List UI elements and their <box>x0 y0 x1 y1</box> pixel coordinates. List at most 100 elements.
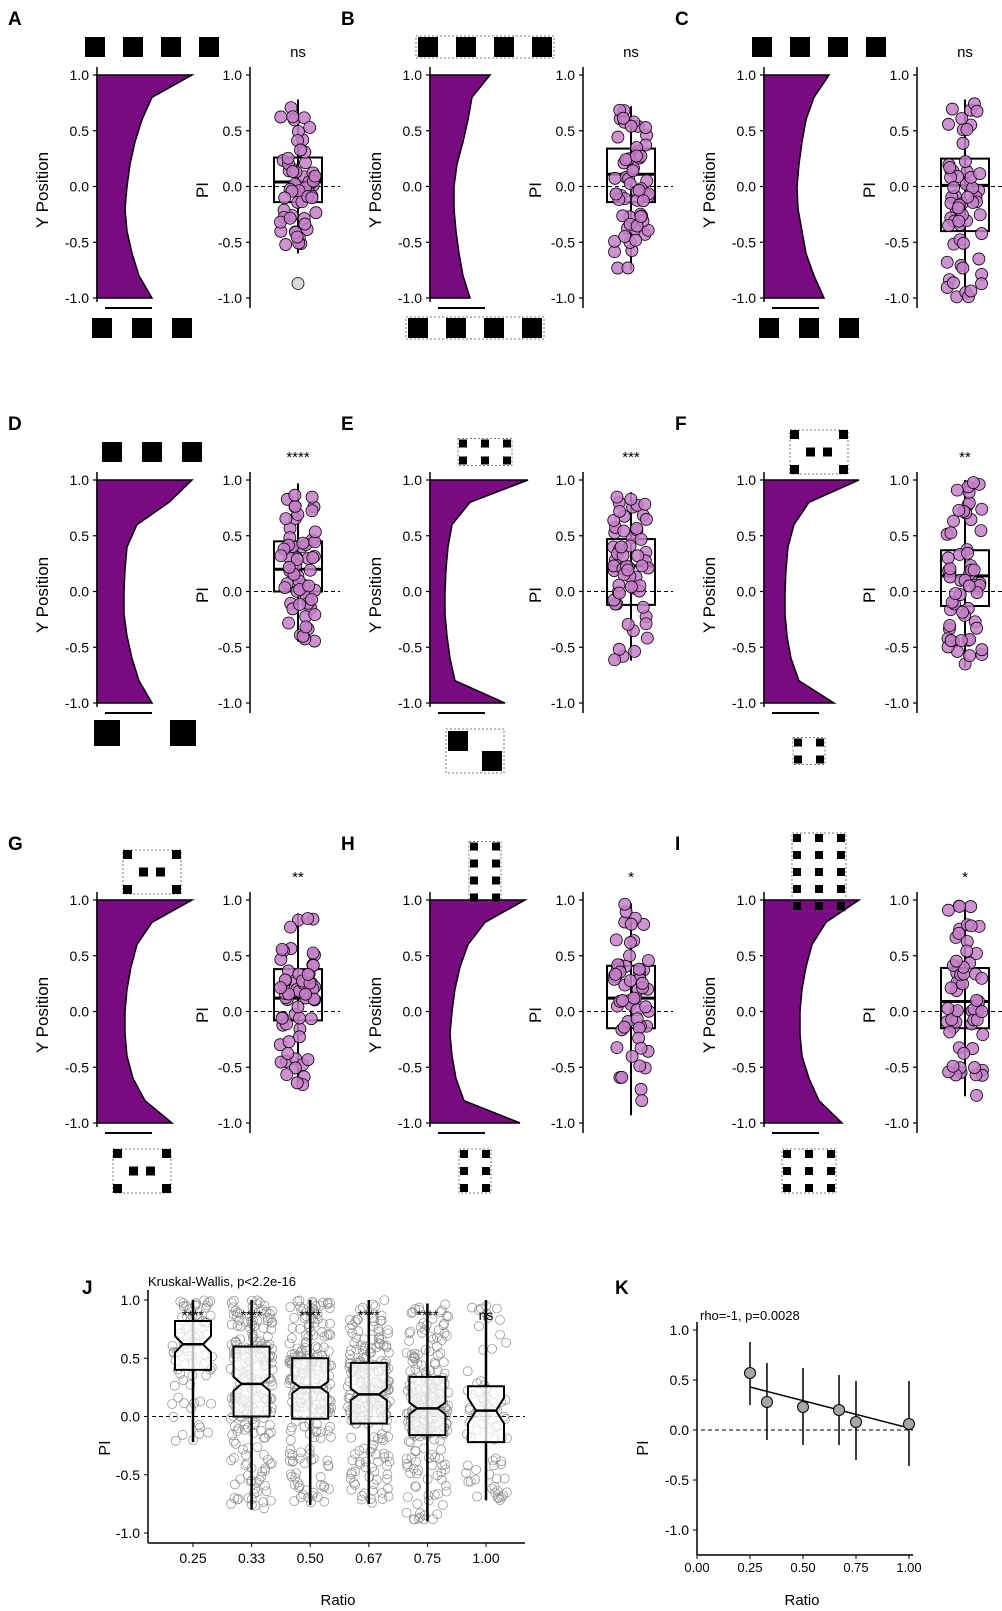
j-data-point <box>465 1476 476 1487</box>
pi-y-tick-label: -0.5 <box>218 234 242 250</box>
pi-label: PI <box>193 1007 212 1023</box>
pattern-top-square <box>503 456 511 465</box>
j-y-tick-label: 0.0 <box>121 1409 141 1425</box>
pattern-bottom-square <box>484 318 504 338</box>
panel-letter-h: H <box>341 834 355 855</box>
j-data-point <box>376 1334 387 1345</box>
j-data-point <box>432 1341 442 1351</box>
j-data-point <box>436 1444 446 1455</box>
j-data-point <box>410 1445 421 1456</box>
data-point <box>621 617 635 631</box>
j-data-point <box>258 1497 269 1508</box>
pattern-top-square <box>456 37 476 57</box>
panel-letter-i: I <box>675 834 680 855</box>
data-point <box>970 621 984 635</box>
j-data-point <box>324 1346 334 1356</box>
pattern-top-frame <box>468 841 502 903</box>
k-y-tick-label: -1.0 <box>665 1522 689 1538</box>
pi-label: PI <box>193 587 212 603</box>
data-point <box>959 155 972 168</box>
j-data-point <box>434 1453 445 1464</box>
pattern-bottom-square <box>482 1184 490 1192</box>
data-point <box>951 201 965 215</box>
j-data-point <box>296 1347 306 1358</box>
data-point <box>607 513 621 527</box>
data-point <box>624 580 638 594</box>
j-data-point <box>325 1421 335 1432</box>
data-point <box>284 920 297 934</box>
pattern-top-square <box>837 885 845 893</box>
pi-y-tick-label: 0.5 <box>556 123 576 139</box>
j-data-point <box>432 1509 443 1520</box>
j-data-point <box>229 1453 239 1463</box>
density-y-tick-label: 0.0 <box>737 1004 757 1020</box>
pi-y-tick-label: -0.5 <box>885 639 909 655</box>
significance-label: * <box>628 869 634 886</box>
pattern-bottom-square <box>482 751 502 771</box>
density-y-tick-label: 1.0 <box>737 67 757 83</box>
data-point <box>616 994 629 1007</box>
j-data-point <box>383 1325 393 1335</box>
pi-label: PI <box>860 1007 879 1023</box>
pattern-top <box>791 832 847 912</box>
pattern-bottom-frame <box>445 728 505 774</box>
density-y-tick-label: 0.0 <box>70 1004 90 1020</box>
pattern-top-square <box>470 842 478 851</box>
j-data-point <box>225 1413 236 1424</box>
j-data-point <box>346 1469 356 1480</box>
j-data-point <box>298 1303 309 1314</box>
data-point <box>290 230 304 244</box>
data-point <box>613 504 627 518</box>
data-point <box>612 586 626 600</box>
j-data-point <box>266 1427 276 1438</box>
j-data-point <box>378 1340 389 1351</box>
data-point <box>274 1055 288 1069</box>
j-data-point <box>315 1472 326 1482</box>
data-point <box>282 616 296 630</box>
data-point <box>945 102 959 116</box>
pattern-top-square <box>806 447 815 457</box>
pattern-bottom-square <box>827 1167 835 1175</box>
panels-a-to-i: A Y Position 1.0 0.5 0.0 -0.5 -1.0 PI 1.0 0.5 0.0 -… <box>8 9 1002 1194</box>
significance-label: **** <box>286 449 310 466</box>
data-point <box>279 512 293 526</box>
pi-y-tick-label: -1.0 <box>218 290 242 306</box>
data-point <box>952 503 966 517</box>
pattern-top-frame <box>122 849 182 895</box>
pattern-bottom-square <box>460 1150 468 1158</box>
density-y-tick-label: 0.5 <box>403 528 423 544</box>
density-y-tick-label: -0.5 <box>732 1059 756 1075</box>
data-point <box>970 1088 983 1102</box>
data-point <box>950 483 964 497</box>
k-x-tick-label: 1.00 <box>896 1560 921 1575</box>
j-data-point <box>405 1326 416 1337</box>
data-point <box>609 187 623 201</box>
pattern-top-square <box>492 876 500 885</box>
j-data-point <box>323 1426 334 1436</box>
data-point <box>629 233 643 247</box>
j-data-point <box>413 1465 424 1476</box>
j-data-point <box>439 1318 450 1329</box>
j-data-point <box>185 1379 196 1390</box>
density-y-tick-label: -1.0 <box>732 1115 756 1131</box>
j-data-point <box>435 1435 446 1446</box>
pattern-top-square <box>793 885 801 893</box>
data-point <box>305 593 318 606</box>
density-y-tick-label: -0.5 <box>732 639 756 655</box>
k-y-tick-label: 1.0 <box>670 1322 690 1338</box>
j-data-point <box>436 1467 447 1478</box>
density-y-tick-label: 1.0 <box>70 472 90 488</box>
pattern-top-square <box>199 37 219 57</box>
j-data-point <box>299 1421 310 1432</box>
data-point <box>618 230 632 243</box>
j-data-point <box>228 1302 238 1313</box>
j-data-point <box>312 1343 323 1354</box>
j-data-point <box>265 1313 276 1324</box>
j-data-point <box>350 1466 360 1477</box>
j-data-point <box>285 1302 296 1313</box>
data-point <box>635 976 649 990</box>
j-data-point <box>366 1494 376 1504</box>
j-data-point <box>351 1333 362 1343</box>
j-data-point <box>263 1429 274 1439</box>
data-point <box>611 130 625 144</box>
